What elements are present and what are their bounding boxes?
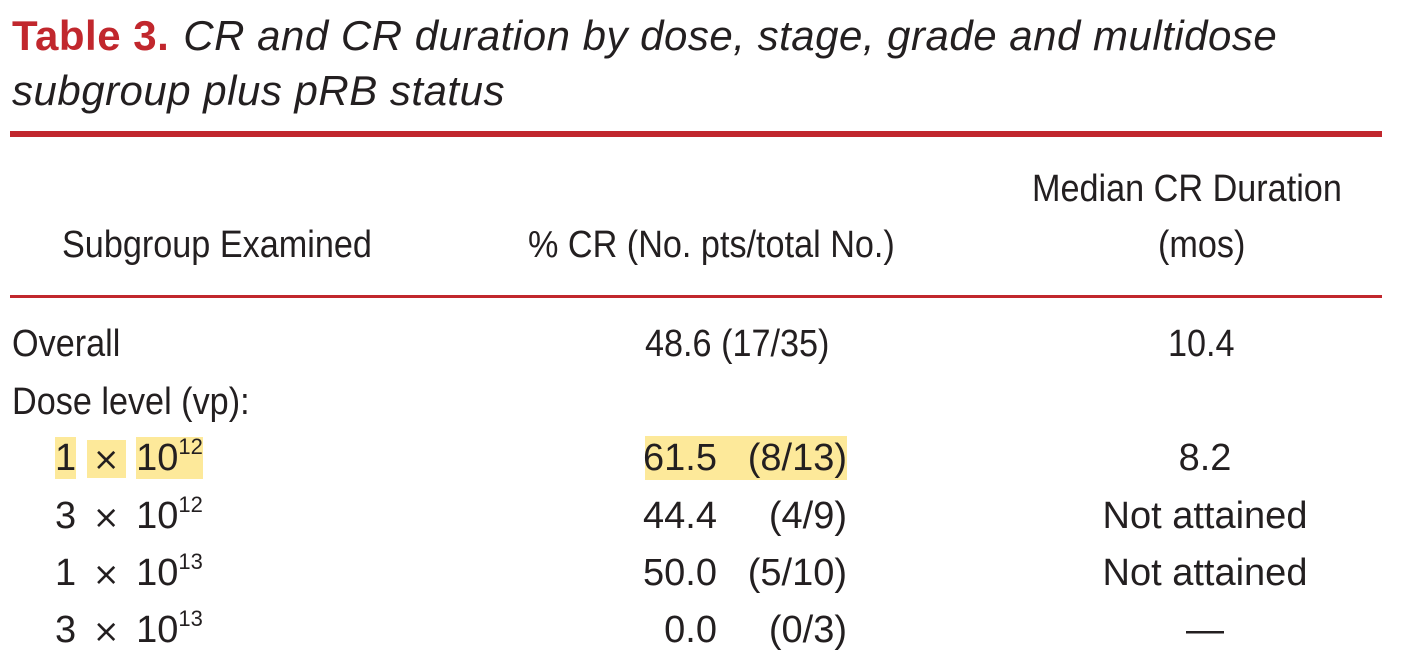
cr-fraction: (5/10) — [747, 552, 847, 594]
table-caption: CR and CR duration by dose, stage, grade… — [12, 12, 1278, 114]
times-sign: × — [86, 440, 126, 478]
cr-cell: 50.0 (5/10) — [643, 551, 847, 595]
row-label-overall: Overall — [12, 323, 121, 365]
table-title: Table 3. CR and CR duration by dose, stag… — [12, 8, 1382, 118]
cr-fraction: (8/13) — [747, 437, 847, 479]
header-duration-line1: Median CR Duration — [1032, 168, 1342, 210]
overall-cr-value: 48.6 (17/35) — [645, 323, 830, 365]
header-rule — [10, 295, 1382, 298]
dose-exponent: 12 — [178, 434, 203, 459]
dose-base: 10 — [136, 552, 179, 594]
dose-base: 10 — [136, 437, 179, 479]
row-label-dose-level: Dose level (vp): — [12, 381, 250, 423]
dose-coefficient: 1 — [55, 437, 77, 479]
header-cr: % CR (No. pts/total No.) — [528, 224, 895, 266]
cr-percent: 0.0 — [664, 609, 717, 651]
duration-value: Not attained — [1102, 552, 1308, 594]
top-rule — [10, 131, 1382, 137]
cr-cell: 0.0 (0/3) — [645, 608, 847, 652]
duration-value: 8.2 — [1178, 437, 1232, 479]
header-duration-line2: (mos) — [1158, 224, 1246, 266]
header-subgroup: Subgroup Examined — [62, 224, 372, 266]
dose-label: 1 × 1012 — [55, 436, 203, 481]
times-sign: × — [92, 555, 120, 593]
cr-cell: 44.4 (4/9) — [643, 494, 847, 538]
dose-exponent: 12 — [178, 492, 203, 517]
dose-coefficient: 3 — [55, 495, 77, 537]
cr-fraction: (0/3) — [768, 609, 847, 651]
dose-base: 10 — [136, 609, 179, 651]
times-sign: × — [92, 498, 120, 536]
dose-label: 1 × 1013 — [55, 551, 203, 596]
dose-coefficient: 1 — [55, 552, 77, 594]
cr-percent: 50.0 — [643, 552, 717, 594]
duration-value: Not attained — [1102, 495, 1308, 537]
duration-value: — — [1186, 609, 1224, 651]
overall-duration-value: 10.4 — [1168, 323, 1235, 365]
table-number: Table 3. — [12, 12, 170, 59]
dose-label: 3 × 1012 — [55, 494, 203, 539]
dose-label: 3 × 1013 — [55, 608, 203, 653]
dose-exponent: 13 — [178, 606, 203, 631]
cr-percent: 44.4 — [643, 495, 717, 537]
cr-percent: 61.5 — [643, 437, 717, 479]
cr-cell: 61.5 (8/13) — [643, 436, 847, 480]
dose-exponent: 13 — [178, 549, 203, 574]
dose-coefficient: 3 — [55, 609, 77, 651]
times-sign: × — [92, 612, 120, 650]
cr-fraction: (4/9) — [768, 495, 847, 537]
dose-base: 10 — [136, 495, 179, 537]
